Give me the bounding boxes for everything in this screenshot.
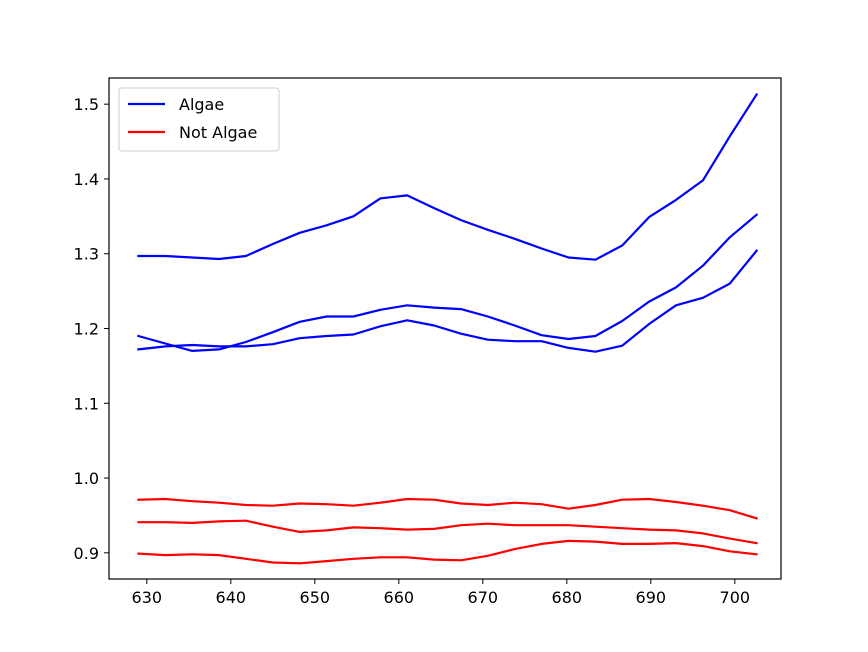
y-tick-label-1.4: 1.4 [74,170,99,189]
x-tick-label-690: 690 [636,588,667,607]
x-tick-label-700: 700 [720,588,751,607]
legend: Algae Not Algae [118,87,280,152]
series-line-not-algae-5 [137,519,758,545]
series-layer [137,92,759,565]
y-tick-label-1.0: 1.0 [74,469,99,488]
legend-label-algae: Algae [179,95,224,114]
series-line-not-algae-4 [137,497,758,520]
y-tick-label-1.1: 1.1 [74,394,99,413]
y-tick-label-1.2: 1.2 [74,320,99,339]
x-tick-label-670: 670 [468,588,499,607]
legend-label-not-algae: Not Algae [179,123,257,142]
x-axis: 630 640 650 660 670 680 690 700 [132,579,751,607]
x-tick-label-630: 630 [132,588,163,607]
y-tick-label-1.5: 1.5 [74,95,99,114]
y-tick-label-0.9: 0.9 [74,544,99,563]
y-axis: 0.9 1.0 1.1 1.2 1.3 1.4 1.5 [74,95,109,563]
x-tick-label-650: 650 [300,588,331,607]
series-line-not-algae-6 [137,539,758,565]
series-line-algae-3 [137,249,759,353]
x-tick-label-680: 680 [552,588,583,607]
x-tick-label-660: 660 [384,588,415,607]
series-line-algae-2 [137,213,759,352]
series-line-algae-1 [137,92,759,261]
y-tick-label-1.3: 1.3 [74,245,99,264]
x-tick-label-640: 640 [216,588,247,607]
